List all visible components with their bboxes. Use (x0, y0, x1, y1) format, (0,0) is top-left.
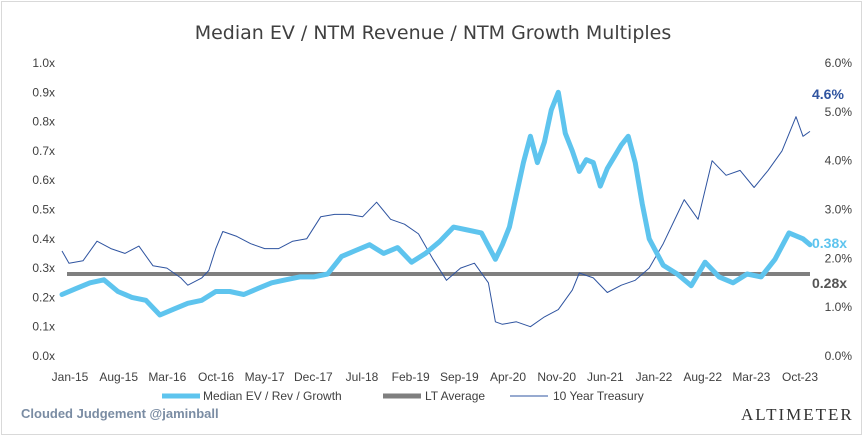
y-right-tick-label: 2.0% (825, 251, 853, 265)
lt-average-end-label: 0.28x (812, 275, 847, 291)
x-tick-label: Nov-20 (537, 370, 576, 384)
y-left-tick-label: 0.9x (32, 85, 55, 99)
x-axis: Jan-15 Aug-15 Mar-16 Oct-16 May-17 Dec-17 Jul-… (52, 370, 819, 384)
y-left-tick-label: 0.6x (32, 173, 55, 187)
x-tick-label: Dec-17 (294, 370, 333, 384)
x-tick-label: Mar-16 (148, 370, 186, 384)
x-tick-label: Jul-18 (346, 370, 379, 384)
credit-text: Clouded Judgement @jaminball (21, 406, 219, 421)
x-tick-label: Jun-21 (587, 370, 624, 384)
treasury-end-label: 4.6% (812, 86, 844, 102)
legend: Median EV / Rev / Growth LT Average 10 Y… (162, 389, 644, 403)
y-left-tick-label: 0.1x (32, 320, 55, 334)
end-labels: 4.6% 0.38x 0.28x (812, 86, 847, 291)
x-tick-label: Oct-16 (198, 370, 234, 384)
y-left-tick-label: 1.0x (32, 56, 55, 70)
legend-label-ev-rev-growth: Median EV / Rev / Growth (203, 389, 342, 403)
ev-rev-growth-end-label: 0.38x (812, 235, 847, 251)
x-tick-label: Aug-22 (683, 370, 722, 384)
legend-label-10-year-treasury: 10 Year Treasury (553, 389, 644, 403)
x-tick-label: Apr-20 (490, 370, 526, 384)
y-right-tick-label: 4.0% (825, 154, 853, 168)
altimeter-logo: ALTIMETER (741, 405, 854, 424)
x-tick-label: Aug-15 (99, 370, 138, 384)
series-10-year-treasury-line (61, 116, 811, 328)
series-ev-rev-growth-line (59, 89, 813, 318)
y-left-tick-label: 0.0x (32, 349, 55, 363)
x-tick-label: Jan-22 (636, 370, 673, 384)
x-tick-label: Jan-15 (52, 370, 89, 384)
y-left-tick-label: 0.2x (32, 290, 55, 304)
right-axis: 0.0% 1.0% 2.0% 3.0% 4.0% 5.0% 6.0% (825, 56, 853, 363)
y-right-tick-label: 1.0% (825, 300, 853, 314)
y-right-tick-label: 0.0% (825, 349, 853, 363)
y-left-tick-label: 0.3x (32, 261, 55, 275)
y-right-tick-label: 3.0% (825, 203, 853, 217)
y-left-tick-label: 0.4x (32, 232, 55, 246)
y-left-tick-label: 0.5x (32, 203, 55, 217)
y-right-tick-label: 5.0% (825, 105, 853, 119)
x-tick-label: Oct-23 (782, 370, 818, 384)
x-tick-label: May-17 (245, 370, 285, 384)
y-left-tick-label: 0.8x (32, 115, 55, 129)
y-right-tick-label: 6.0% (825, 56, 853, 70)
y-left-tick-label: 0.7x (32, 144, 55, 158)
x-tick-label: Mar-23 (732, 370, 770, 384)
legend-label-lt-average: LT Average (425, 389, 485, 403)
left-axis: 0.0x 0.1x 0.2x 0.3x 0.4x 0.5x 0.6x 0.7x 0.8x 0.9x… (32, 56, 55, 363)
chart-title: Median EV / NTM Revenue / NTM Growth Mul… (195, 22, 672, 44)
x-tick-label: Sep-19 (440, 370, 479, 384)
plot-area (59, 89, 813, 328)
x-tick-label: Feb-19 (392, 370, 430, 384)
